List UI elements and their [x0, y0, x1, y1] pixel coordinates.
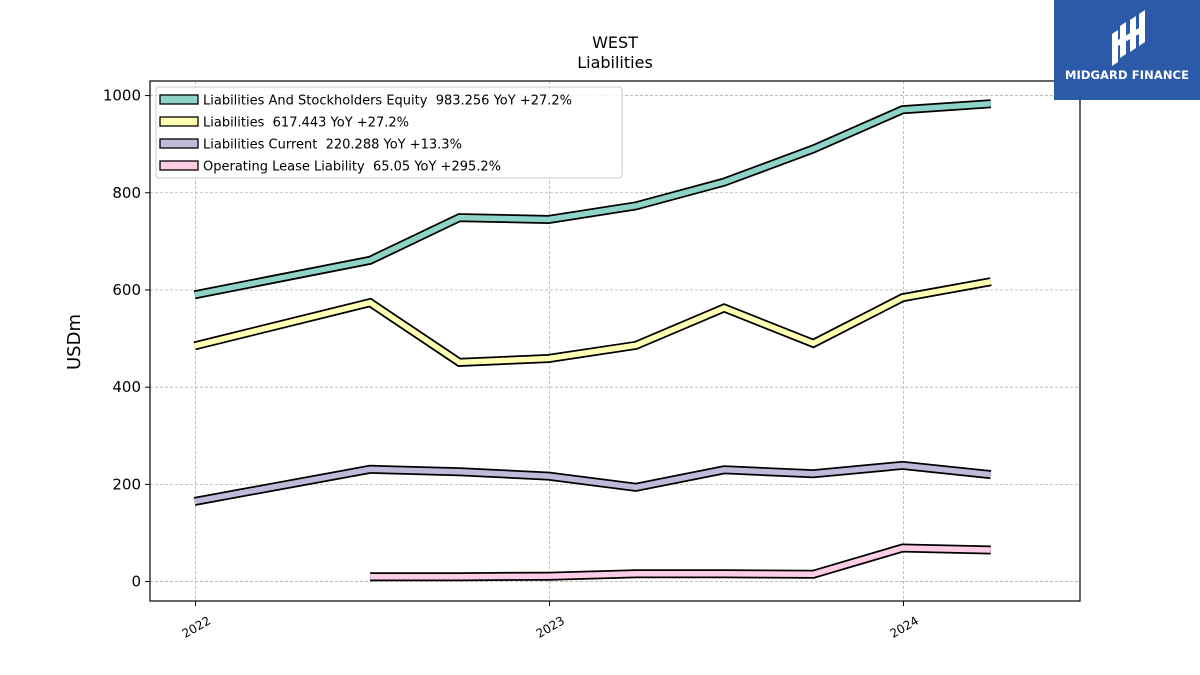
legend-swatch	[159, 160, 199, 171]
series-group	[193, 99, 992, 582]
chart-title: WEST	[592, 33, 638, 52]
y-tick-label: 400	[112, 378, 141, 396]
y-tick-label: 800	[112, 184, 141, 202]
series-line-3	[370, 545, 991, 580]
series-line-1	[193, 278, 992, 366]
brand-logo: MIDGARD FINANCE	[1054, 0, 1200, 100]
legend-swatch	[159, 116, 199, 127]
x-tick-label: 2022	[180, 613, 213, 640]
legend-swatch	[159, 94, 199, 105]
series-line-2	[194, 462, 992, 505]
chart-subtitle: Liabilities	[577, 53, 653, 72]
legend: Liabilities And Stockholders Equity 983.…	[155, 86, 623, 179]
legend-swatch	[159, 138, 199, 149]
y-tick-label: 1000	[103, 87, 141, 105]
logo-mark-icon	[1112, 10, 1145, 66]
legend-box	[155, 86, 623, 179]
logo-text: MIDGARD FINANCE	[1064, 68, 1190, 82]
legend-label: Liabilities Current 220.288 YoY +13.3%	[203, 138, 462, 153]
legend-label: Liabilities And Stockholders Equity 983.…	[203, 94, 572, 109]
y-tick-label: 200	[112, 475, 141, 493]
y-axis-label: USDm	[64, 314, 85, 370]
x-tick-label: 2023	[534, 613, 567, 640]
legend-label: Liabilities 617.443 YoY +27.2%	[203, 116, 409, 131]
plot-frame	[149, 80, 1081, 602]
y-tick-label: 0	[131, 573, 141, 591]
legend-label: Operating Lease Liability 65.05 YoY +295…	[203, 160, 501, 175]
series-line-0	[194, 101, 991, 298]
y-tick-label: 600	[112, 281, 141, 299]
x-tick-label: 2024	[888, 613, 921, 640]
